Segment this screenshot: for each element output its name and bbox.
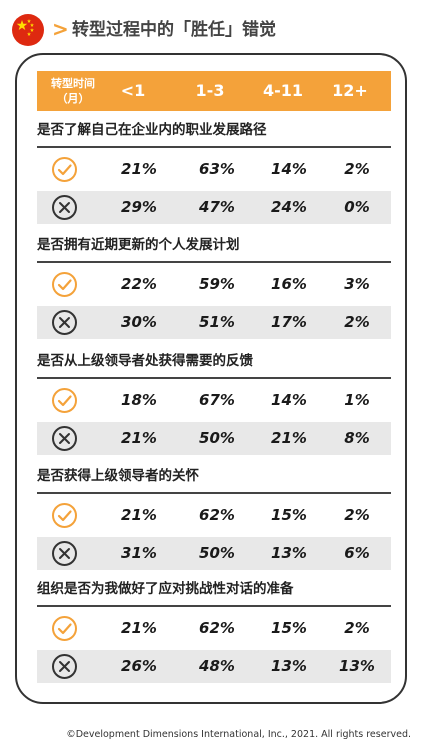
- percentage-cell: 2%: [344, 160, 370, 178]
- yes-row: 21% 62% 15% 2%: [37, 612, 391, 645]
- percentage-cell: 50%: [199, 429, 235, 447]
- percentage-cell: 21%: [271, 429, 307, 447]
- percentage-cell: 2%: [344, 619, 370, 637]
- percentage-cell: 59%: [199, 275, 235, 293]
- yes-row: 18% 67% 14% 1%: [37, 384, 391, 417]
- header-transition-time: 转型时间 （月）: [37, 76, 109, 106]
- percentage-cell: 30%: [121, 313, 157, 331]
- percentage-cell: 24%: [271, 198, 307, 216]
- percentage-cell: 0%: [344, 198, 370, 216]
- x-circle-icon: [51, 309, 78, 336]
- percentage-cell: 50%: [199, 544, 235, 562]
- question-title: 组织是否为我做好了应对挑战性对话的准备: [37, 581, 294, 597]
- check-circle-icon: [51, 502, 78, 529]
- percentage-cell: 21%: [121, 429, 157, 447]
- divider: [37, 492, 391, 494]
- percentage-cell: 6%: [344, 544, 370, 562]
- x-circle-icon: [51, 540, 78, 567]
- percentage-cell: 62%: [199, 506, 235, 524]
- percentage-cell: 13%: [339, 657, 375, 675]
- question-title: 是否了解自己在企业内的职业发展路径: [37, 122, 267, 138]
- yes-row: 22% 59% 16% 3%: [37, 268, 391, 301]
- x-circle-icon: [51, 425, 78, 452]
- yes-row: 21% 63% 14% 2%: [37, 153, 391, 186]
- percentage-cell: 21%: [121, 506, 157, 524]
- percentage-cell: 22%: [121, 275, 157, 293]
- percentage-cell: 2%: [344, 313, 370, 331]
- percentage-cell: 21%: [121, 619, 157, 637]
- table-header: 转型时间 （月） <1 1-3 4-11 12+: [37, 71, 391, 111]
- no-row: 26% 48% 13% 13%: [37, 650, 391, 683]
- no-row: 21% 50% 21% 8%: [37, 422, 391, 455]
- check-circle-icon: [51, 387, 78, 414]
- column-header: 1-3: [195, 81, 225, 100]
- percentage-cell: 67%: [199, 391, 235, 409]
- divider: [37, 377, 391, 379]
- percentage-cell: 62%: [199, 619, 235, 637]
- divider: [37, 261, 391, 263]
- divider: [37, 605, 391, 607]
- percentage-cell: 29%: [121, 198, 157, 216]
- page-title: 转型过程中的「胜任」错觉: [72, 20, 276, 40]
- percentage-cell: 13%: [271, 657, 307, 675]
- no-row: 31% 50% 13% 6%: [37, 537, 391, 570]
- question-title: 是否从上级领导者处获得需要的反馈: [37, 353, 253, 369]
- percentage-cell: 13%: [271, 544, 307, 562]
- china-flag-icon: [12, 14, 44, 46]
- question-title: 是否拥有近期更新的个人发展计划: [37, 237, 240, 253]
- percentage-cell: 21%: [121, 160, 157, 178]
- divider: [37, 146, 391, 148]
- no-row: 29% 47% 24% 0%: [37, 191, 391, 224]
- percentage-cell: 18%: [121, 391, 157, 409]
- check-circle-icon: [51, 615, 78, 642]
- percentage-cell: 63%: [199, 160, 235, 178]
- question-title: 是否获得上级领导者的关怀: [37, 468, 199, 484]
- percentage-cell: 16%: [271, 275, 307, 293]
- x-circle-icon: [51, 194, 78, 221]
- percentage-cell: 48%: [199, 657, 235, 675]
- chevron-right-icon: >: [52, 17, 69, 41]
- percentage-cell: 8%: [344, 429, 370, 447]
- copyright-footer: ©Development Dimensions International, I…: [66, 729, 411, 740]
- percentage-cell: 47%: [199, 198, 235, 216]
- percentage-cell: 1%: [344, 391, 370, 409]
- header-line-2: （月）: [56, 92, 90, 105]
- percentage-cell: 15%: [271, 506, 307, 524]
- header-line-1: 转型时间: [51, 77, 95, 90]
- column-header: <1: [120, 81, 146, 100]
- percentage-cell: 26%: [121, 657, 157, 675]
- column-header: 12+: [332, 81, 368, 100]
- check-circle-icon: [51, 156, 78, 183]
- percentage-cell: 14%: [271, 160, 307, 178]
- percentage-cell: 15%: [271, 619, 307, 637]
- check-circle-icon: [51, 271, 78, 298]
- percentage-cell: 3%: [344, 275, 370, 293]
- page-header: > 转型过程中的「胜任」错觉: [12, 14, 422, 46]
- yes-row: 21% 62% 15% 2%: [37, 499, 391, 532]
- percentage-cell: 14%: [271, 391, 307, 409]
- percentage-cell: 17%: [271, 313, 307, 331]
- percentage-cell: 51%: [199, 313, 235, 331]
- no-row: 30% 51% 17% 2%: [37, 306, 391, 339]
- percentage-cell: 2%: [344, 506, 370, 524]
- x-circle-icon: [51, 653, 78, 680]
- percentage-cell: 31%: [121, 544, 157, 562]
- column-header: 4-11: [262, 81, 304, 100]
